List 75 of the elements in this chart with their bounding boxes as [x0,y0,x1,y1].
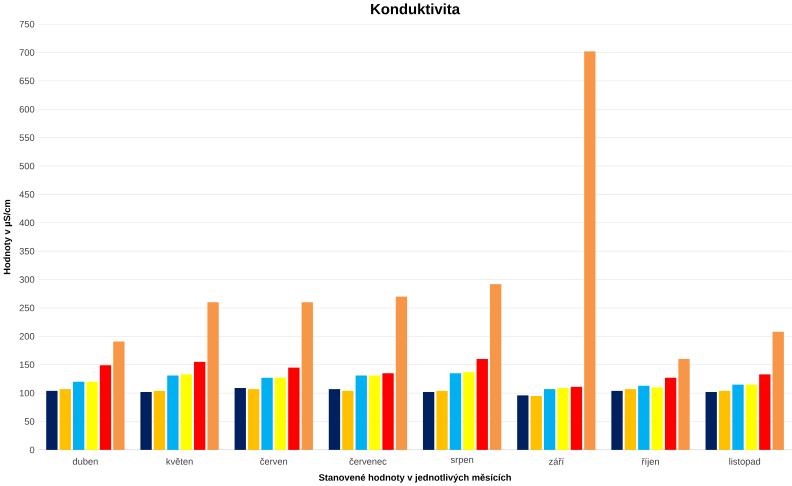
x-tick-label: srpen [450,458,474,465]
bar [652,387,663,450]
bar [463,372,475,450]
bar [706,392,717,450]
y-tick-label: 300 [20,276,34,283]
y-tick-label: 450 [19,191,34,198]
bar [302,302,313,450]
bar [248,389,260,450]
bar [422,392,434,450]
bar [356,375,367,450]
x-tick-label: listopad [729,458,760,467]
bar [100,365,112,450]
bar [746,384,758,450]
bar [274,378,286,450]
bar [718,390,730,450]
bar [140,392,152,450]
bar [207,302,219,450]
y-tick-label: 750 [20,20,34,28]
bar [167,375,179,450]
bar [678,359,690,450]
y-tick-label: 100 [20,390,34,396]
bar [342,390,354,450]
bar [517,395,528,450]
bar [557,388,569,450]
bar [154,390,166,450]
bar [584,51,596,450]
bar [396,296,408,450]
y-tick-label: 400 [19,220,34,226]
bar [382,373,394,450]
bar [113,341,125,450]
x-tick-label: červen [260,458,288,465]
bar [544,389,556,450]
y-tick-label: 700 [20,49,34,56]
bar [194,362,206,450]
bar [86,382,98,450]
bar [60,389,71,450]
bar [46,390,58,450]
y-tick-label: 200 [20,333,34,340]
bar [288,368,300,450]
bar [368,375,380,450]
bar [570,386,582,450]
y-tick-label: 550 [20,134,34,141]
x-tick-label: duben [72,458,98,465]
bar [436,390,448,450]
bar [490,284,502,450]
bar [476,359,488,450]
y-tick-label: 50 [24,418,34,425]
y-tick-label: 150 [20,361,34,368]
bar [261,378,273,450]
bar [772,332,784,450]
x-tick-label: květen [166,458,193,465]
bar [328,389,340,450]
y-tick-label: 250 [20,304,34,312]
bar [759,374,770,450]
y-tick-label: 650 [20,78,34,84]
bar [234,388,246,450]
y-tick-label: 350 [20,248,34,254]
y-axis-title: Hodnoty v µS/cm [3,200,12,274]
bar [664,378,676,450]
y-tick-label: 500 [20,162,34,170]
bar [180,374,192,450]
y-tick-label: 600 [20,106,34,113]
bar [450,373,462,450]
bar [530,396,542,450]
bar [73,382,84,450]
bar [624,389,636,450]
bar [611,390,623,450]
x-tick-label: září [548,458,564,465]
chart-title: Konduktivita [371,3,460,14]
x-tick-label: červenec [350,458,387,465]
x-axis-title: Stanovené hodnoty v jednotlivých měsících [318,474,511,483]
x-tick-label: říjen [642,458,659,467]
bar [732,384,744,450]
bar [638,386,650,450]
y-tick-label: 0 [30,446,34,454]
